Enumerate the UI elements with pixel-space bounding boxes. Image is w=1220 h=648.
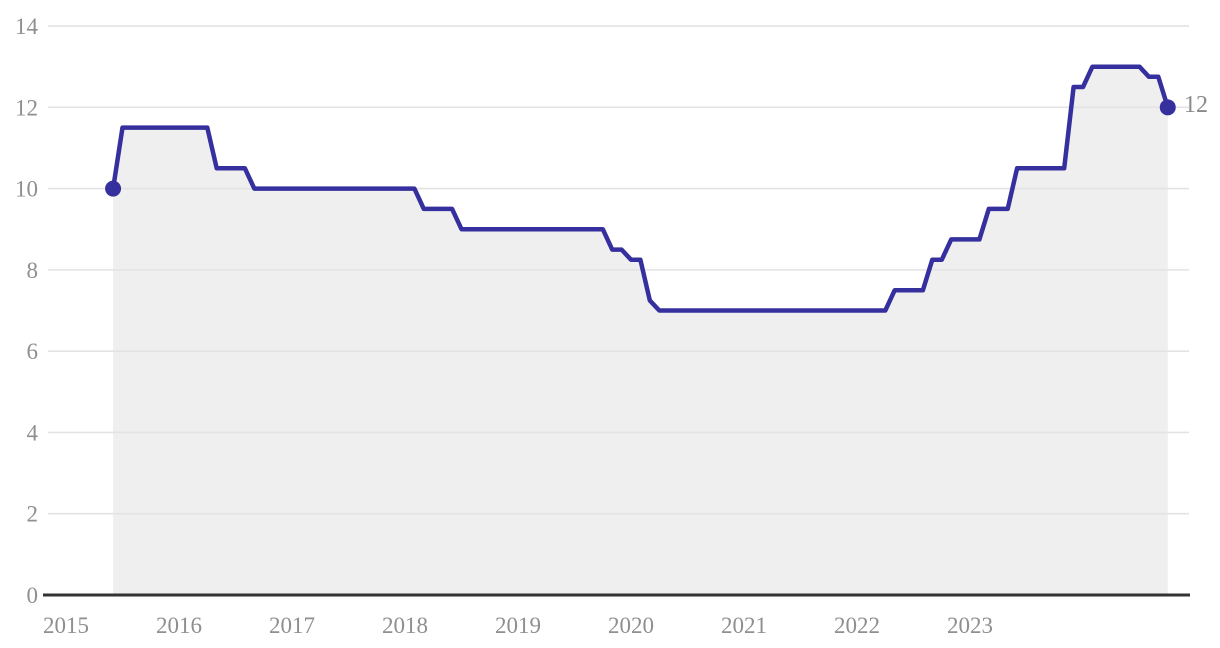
x-tick-label-2019: 2019 [495,613,541,638]
y-tick-label-8: 8 [27,258,39,283]
x-tick-label-2020: 2020 [608,613,654,638]
y-tick-label-4: 4 [27,420,39,445]
start-point-marker [105,180,122,197]
y-tick-label-6: 6 [27,339,39,364]
y-tick-label-14: 14 [15,14,39,39]
area-fill [113,66,1168,594]
x-tick-label-2017: 2017 [269,613,315,638]
x-tick-label-2015: 2015 [43,613,89,638]
x-tick-label-2022: 2022 [834,613,880,638]
y-tick-label-12: 12 [15,95,38,120]
end-point-marker [1159,99,1176,116]
y-tick-label-0: 0 [27,583,39,608]
end-value-label: 12 [1184,92,1208,118]
rate-line [110,64,1171,313]
x-tick-label-2021: 2021 [721,613,767,638]
x-tick-label-2018: 2018 [382,613,428,638]
y-tick-label-2: 2 [27,502,39,527]
y-tick-label-10: 10 [15,177,38,202]
x-tick-label-2016: 2016 [156,613,202,638]
x-tick-label-2023: 2023 [947,613,993,638]
